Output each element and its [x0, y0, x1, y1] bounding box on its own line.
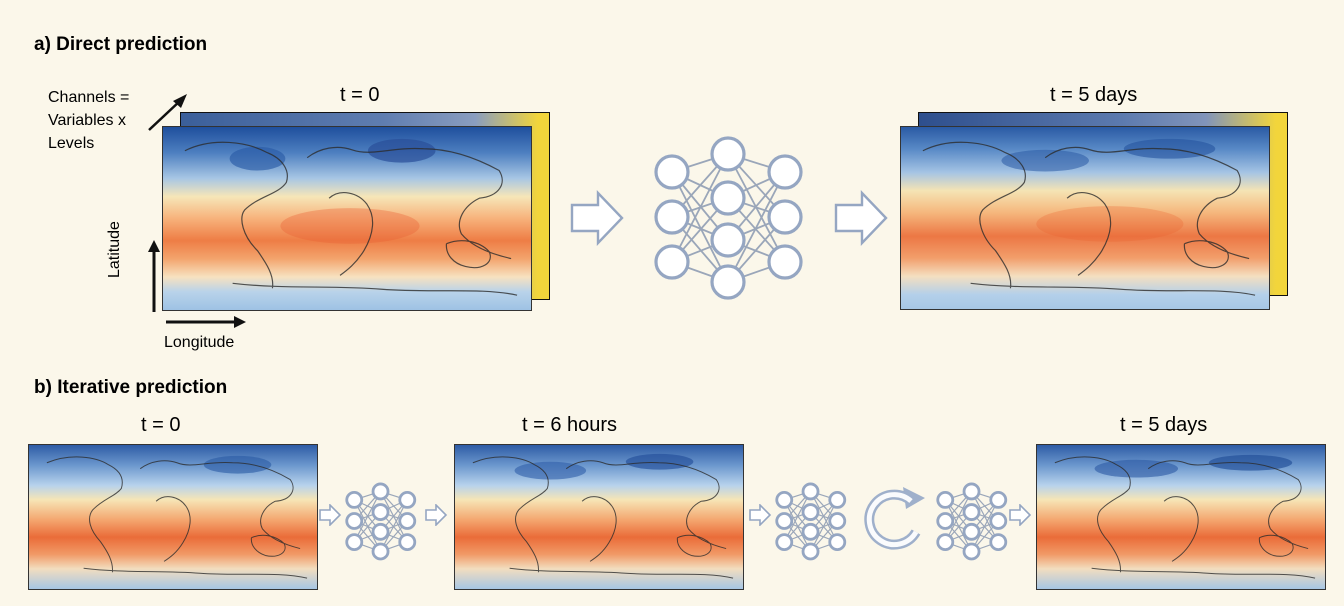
iterative-map-3 [1036, 444, 1326, 590]
longitude-arrow-icon [166, 316, 246, 328]
iterative-map-1 [28, 444, 318, 590]
section-b-time-1: t = 6 hours [522, 414, 618, 436]
right-arrow-icon-4 [424, 504, 448, 526]
section-a-input-time: t = 0 [340, 84, 380, 106]
world-temperature-map-3 [1037, 445, 1325, 589]
channels-arrow-icon [148, 94, 187, 131]
channels-label: Channels = Variables x Levels [48, 89, 130, 152]
right-arrow-icon-3 [318, 504, 342, 526]
latitude-label: Latitude [106, 221, 123, 278]
iterative-map-2 [454, 444, 744, 590]
world-temperature-map-output [901, 127, 1269, 309]
section-a-title: a) Direct prediction [34, 34, 208, 55]
neural-network-icon-2 [343, 477, 419, 565]
section-b-time-0: t = 0 [141, 414, 181, 436]
input-map-front [162, 126, 532, 311]
longitude-label: Longitude [164, 334, 235, 351]
right-arrow-icon [568, 190, 626, 246]
neural-network-icon [648, 128, 810, 306]
neural-network-icon-3 [773, 477, 849, 565]
section-b-time-2: t = 5 days [1120, 414, 1208, 436]
section-b-title: b) Iterative prediction [34, 377, 228, 398]
world-temperature-map-2 [455, 445, 743, 589]
section-a-output-time: t = 5 days [1050, 84, 1138, 106]
neural-network-icon-4 [934, 477, 1010, 565]
right-arrow-icon-5 [748, 504, 772, 526]
right-arrow-icon-2 [832, 190, 890, 246]
world-temperature-map [163, 127, 531, 310]
right-arrow-icon-6 [1008, 504, 1032, 526]
output-map-front [900, 126, 1270, 310]
world-temperature-map-1 [29, 445, 317, 589]
repeat-loop-icon [858, 484, 930, 552]
latitude-arrow-icon [148, 240, 160, 312]
